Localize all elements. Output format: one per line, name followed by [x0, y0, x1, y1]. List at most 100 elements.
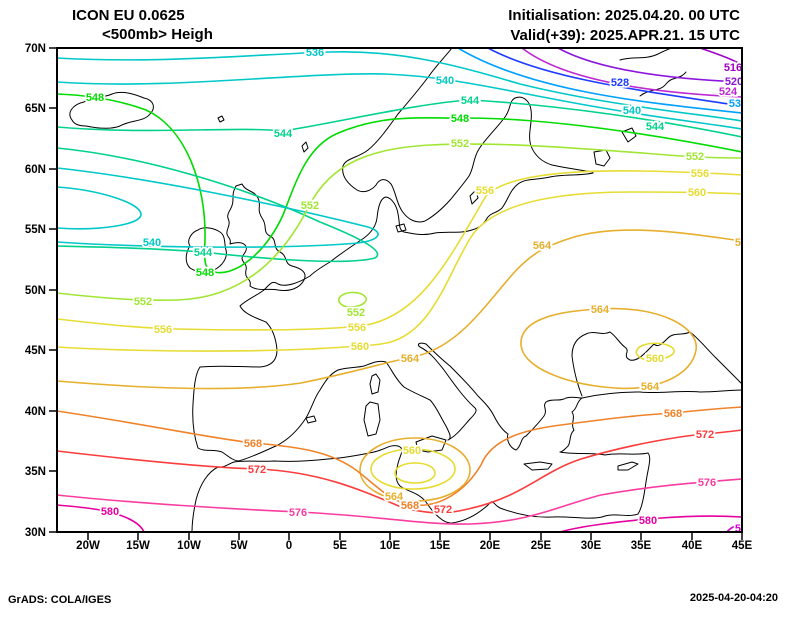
lat-label-55n: 55N	[25, 224, 46, 236]
model-title-line2: <500mb> Heigh	[102, 26, 213, 43]
coast-great-britain	[226, 183, 306, 291]
contour-556-main	[57, 170, 742, 331]
contour-label-548-norway: 548	[451, 113, 469, 125]
contour-536-atlantic-low	[57, 186, 142, 230]
contour-label-552-mid: 552	[301, 200, 319, 212]
contour-label-540-n2: 540	[623, 105, 641, 117]
coast-danish-isles	[395, 223, 407, 233]
coast-ireland	[185, 227, 227, 273]
contour-label-564-cutoff: 564	[385, 491, 404, 503]
lon-label-45e: 45E	[732, 540, 753, 552]
contour-label-568-w: 568	[244, 438, 262, 450]
contour-536-north	[57, 51, 742, 122]
contour-label-544-n2: 544	[646, 121, 665, 133]
lon-label-5e: 5E	[333, 540, 347, 552]
contour-label-528: 528	[611, 77, 629, 89]
contour-label-564-w: 564	[401, 353, 420, 365]
lon-label-30e: 30E	[581, 540, 602, 552]
lon-axis-labels: 20W 15W 10W 5W 0 5E 10E 15E 20E 25E 30E …	[76, 540, 752, 552]
contour-576-main	[57, 478, 742, 525]
init-time-label: Initialisation: 2025.04.20. 00 UTC	[508, 7, 740, 24]
model-title-line1: ICON EU 0.0625	[72, 7, 185, 24]
lat-label-45n: 45N	[25, 345, 46, 357]
contour-label-544-n3: 544	[274, 128, 293, 140]
contour-label-552-w: 552	[134, 296, 152, 308]
lat-label-50n: 50N	[25, 285, 46, 297]
contour-label-524: 524	[719, 86, 738, 98]
contour-544-north	[57, 99, 742, 138]
contour-label-560-e: 560	[688, 187, 706, 199]
contour-label-552-e: 552	[686, 151, 704, 163]
contour-520	[557, 48, 742, 83]
coast-mainland-europe	[192, 172, 594, 462]
contour-label-556-w: 556	[154, 324, 172, 336]
contour-label-564-bs2: 564	[641, 381, 660, 393]
grads-credit: GrADS: COLA/IGES	[8, 594, 111, 606]
contour-label-572-w: 572	[248, 464, 266, 476]
contour-544-atlantic-low	[57, 147, 379, 263]
contour-label-580-e: 580	[639, 515, 657, 527]
lon-label-10w: 10W	[177, 540, 201, 552]
lon-label-40e: 40E	[682, 540, 703, 552]
lon-label-25e: 25E	[531, 540, 552, 552]
contour-label-564-e: 564	[735, 237, 754, 249]
lon-label-20e: 20E	[480, 540, 501, 552]
contour-564-main	[57, 229, 742, 390]
contour-label-520: 520	[725, 76, 743, 88]
coast-crete	[523, 461, 553, 471]
lat-label-60n: 60N	[25, 164, 46, 176]
contour-label-552-closed: 552	[347, 307, 365, 319]
contour-528	[487, 48, 742, 107]
lon-label-0: 0	[286, 540, 292, 552]
coast-north-africa-levant	[191, 445, 651, 532]
contour-560-cutoff	[370, 448, 456, 490]
contour-568-main	[57, 406, 742, 507]
contour-label-564-mid: 564	[533, 240, 552, 252]
coastlines	[69, 48, 742, 532]
contour-labels: 516 520 524 528 532 536 540 540 544 544 …	[84, 47, 754, 532]
contour-label-560-blacksea: 560	[646, 353, 664, 365]
contour-552-main	[57, 143, 742, 302]
height-contours	[57, 48, 742, 532]
coast-cyprus	[617, 461, 639, 471]
lat-label-35n: 35N	[25, 466, 46, 478]
contour-572-main	[57, 429, 742, 514]
coast-lake-ladoga	[593, 149, 611, 167]
map-plot-area: 516 520 524 528 532 536 540 540 544 544 …	[57, 47, 754, 532]
contour-label-540-low: 540	[143, 237, 161, 249]
lat-label-30n: 30N	[25, 527, 46, 539]
coast-gotland	[469, 189, 479, 205]
coast-shetland	[301, 141, 309, 153]
contour-548-main	[57, 93, 742, 274]
contour-516	[699, 48, 742, 66]
lon-label-10e: 10E	[380, 540, 401, 552]
lat-axis-labels: 70N 65N 60N 55N 50N 45N 40N 35N 30N	[25, 43, 46, 539]
coast-iceland	[69, 91, 154, 129]
contour-label-536-n: 536	[306, 47, 324, 59]
coast-turkey-west	[559, 397, 583, 453]
lat-ticks	[49, 47, 57, 533]
contour-label-568-e: 568	[664, 408, 682, 420]
contour-label-560-cutoff: 560	[403, 445, 421, 457]
lat-label-70n: 70N	[25, 43, 46, 55]
lon-label-5w: 5W	[230, 540, 247, 552]
contour-540-north	[57, 73, 742, 130]
lon-label-15w: 15W	[126, 540, 150, 552]
coast-lake-onega	[621, 127, 637, 143]
contour-label-568-cutoff: 568	[401, 500, 419, 512]
contour-label-564-bs1: 564	[591, 304, 610, 316]
contour-label-532: 532	[729, 98, 747, 110]
contour-532	[457, 48, 742, 114]
contour-label-556-ne: 556	[476, 185, 494, 197]
contour-label-544-low: 544	[194, 247, 213, 259]
lat-label-65n: 65N	[25, 103, 46, 115]
coast-sardinia	[363, 401, 381, 437]
contour-label-572-mid: 572	[434, 504, 452, 516]
contour-label-556-e: 556	[691, 168, 709, 180]
contour-label-572-e: 572	[696, 429, 714, 441]
contour-564-black-sea	[520, 307, 697, 390]
lon-label-15e: 15E	[430, 540, 451, 552]
contour-label-560-w: 560	[351, 341, 369, 353]
contour-label-556-mid: 556	[348, 322, 366, 334]
